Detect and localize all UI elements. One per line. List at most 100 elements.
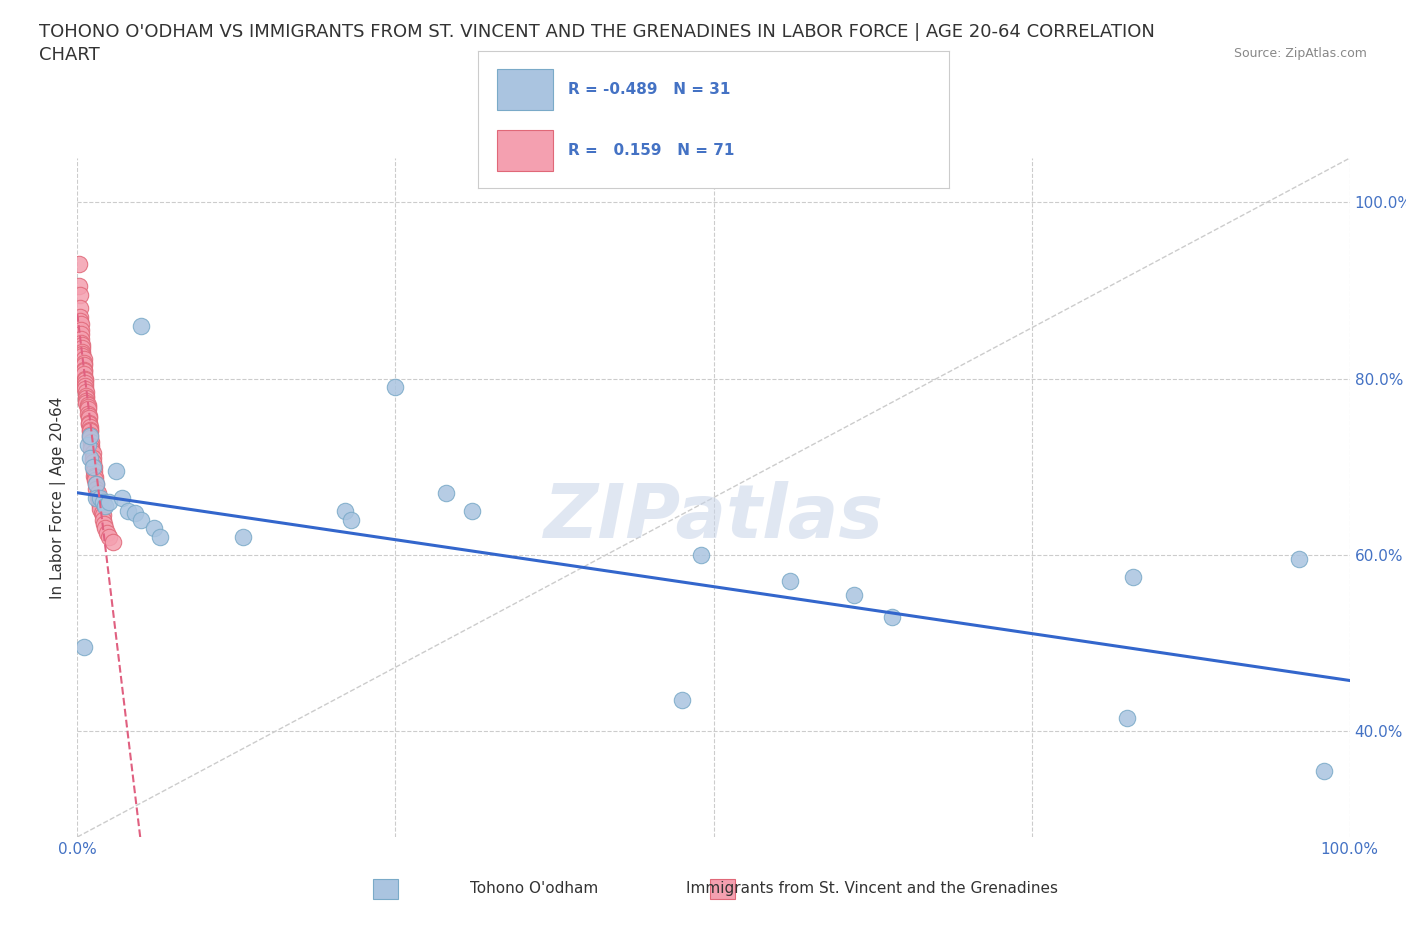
- Point: [84, 470, 107, 485]
- Point: [77, 411, 100, 426]
- Point: [79, 422, 101, 437]
- Point: [77, 415, 100, 430]
- Point: [69, 310, 91, 325]
- Point: [73, 373, 96, 388]
- Point: [86, 490, 108, 505]
- Point: [76, 399, 98, 414]
- Point: [86, 490, 108, 505]
- Point: [72, 346, 94, 361]
- Point: [73, 363, 96, 378]
- Point: [89, 490, 111, 505]
- Point: [434, 485, 457, 500]
- Point: [1288, 551, 1310, 566]
- Point: [94, 498, 117, 513]
- Point: [70, 323, 93, 338]
- Point: [67, 257, 90, 272]
- Point: [842, 587, 865, 602]
- Text: Source: ZipAtlas.com: Source: ZipAtlas.com: [1233, 46, 1367, 60]
- Point: [1313, 764, 1336, 778]
- Point: [72, 338, 94, 352]
- Point: [73, 371, 96, 386]
- Point: [67, 278, 90, 293]
- Point: [79, 431, 101, 445]
- Point: [96, 525, 118, 540]
- Point: [461, 503, 484, 518]
- Point: [76, 406, 98, 421]
- Point: [384, 379, 406, 394]
- Point: [70, 336, 93, 351]
- Point: [76, 397, 98, 412]
- Point: [91, 508, 114, 523]
- Point: [93, 516, 115, 531]
- Point: [779, 574, 801, 589]
- Point: [80, 434, 103, 449]
- Point: [232, 530, 254, 545]
- Text: Immigrants from St. Vincent and the Grenadines: Immigrants from St. Vincent and the Gren…: [686, 881, 1057, 896]
- Point: [79, 419, 101, 434]
- Point: [82, 455, 104, 470]
- Text: R = -0.489   N = 31: R = -0.489 N = 31: [568, 82, 730, 97]
- Point: [69, 313, 91, 328]
- Point: [333, 503, 356, 518]
- Text: R =   0.159   N = 71: R = 0.159 N = 71: [568, 143, 734, 158]
- Point: [98, 530, 121, 545]
- Point: [91, 512, 114, 527]
- Point: [86, 482, 108, 497]
- Point: [75, 393, 97, 408]
- Point: [880, 609, 903, 624]
- Point: [73, 366, 96, 381]
- Point: [69, 287, 91, 302]
- Point: [340, 512, 363, 527]
- Point: [86, 485, 108, 500]
- Point: [671, 693, 693, 708]
- Point: [80, 438, 103, 453]
- Point: [75, 389, 97, 404]
- Point: [149, 530, 172, 545]
- Text: ZIPatlas: ZIPatlas: [544, 482, 883, 554]
- Point: [82, 450, 104, 465]
- Point: [1116, 711, 1139, 725]
- Point: [73, 352, 96, 366]
- Point: [73, 381, 96, 396]
- Point: [79, 450, 101, 465]
- Point: [75, 396, 97, 411]
- Point: [321, 860, 343, 875]
- Point: [86, 477, 108, 492]
- Point: [129, 318, 152, 333]
- Point: [101, 534, 124, 549]
- Point: [111, 490, 134, 505]
- Point: [73, 358, 96, 373]
- Point: [73, 640, 96, 655]
- Point: [82, 446, 104, 461]
- Point: [79, 429, 101, 444]
- Point: [73, 355, 96, 370]
- Point: [124, 505, 146, 520]
- Point: [89, 498, 111, 513]
- Point: [70, 331, 93, 346]
- Point: [79, 424, 101, 439]
- Point: [1122, 569, 1144, 584]
- Point: [72, 345, 94, 360]
- Point: [83, 464, 105, 479]
- Point: [69, 300, 91, 315]
- Point: [79, 428, 101, 443]
- Point: [70, 316, 93, 331]
- Point: [80, 442, 103, 457]
- FancyBboxPatch shape: [496, 69, 554, 110]
- Point: [86, 477, 108, 492]
- Point: [73, 379, 96, 393]
- Text: CHART: CHART: [39, 46, 100, 64]
- Point: [72, 340, 94, 355]
- Point: [94, 521, 117, 536]
- Point: [90, 505, 112, 520]
- Point: [89, 501, 111, 516]
- Point: [689, 548, 711, 563]
- Point: [72, 349, 94, 364]
- Text: TOHONO O'ODHAM VS IMMIGRANTS FROM ST. VINCENT AND THE GRENADINES IN LABOR FORCE : TOHONO O'ODHAM VS IMMIGRANTS FROM ST. VI…: [39, 23, 1156, 41]
- Point: [75, 384, 97, 399]
- Point: [76, 402, 98, 417]
- Point: [77, 408, 100, 423]
- Point: [87, 495, 110, 510]
- Point: [98, 495, 121, 510]
- Y-axis label: In Labor Force | Age 20-64: In Labor Force | Age 20-64: [51, 396, 66, 599]
